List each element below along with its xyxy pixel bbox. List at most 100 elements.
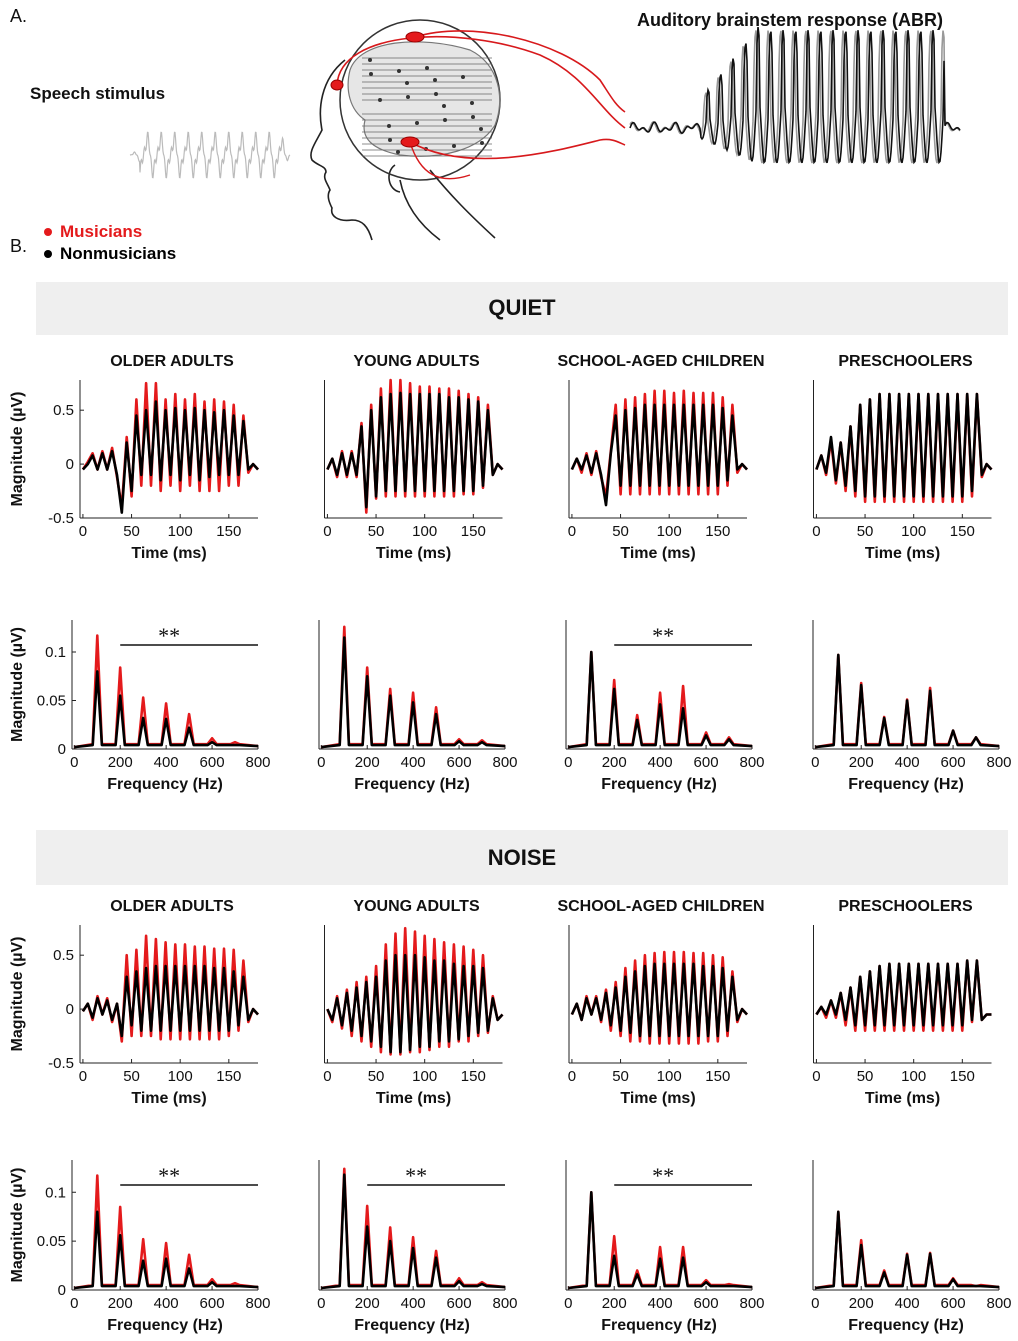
series-line bbox=[321, 1173, 506, 1290]
series-line bbox=[326, 926, 504, 1056]
chart-panel: PRESCHOOLERS 0 50 100 150 Time (ms) bbox=[812, 898, 992, 1107]
x-tick-label: 100 bbox=[657, 523, 682, 540]
x-tick-label: 400 bbox=[648, 754, 673, 771]
x-tick-label: 0 bbox=[317, 754, 325, 771]
series-line bbox=[326, 953, 504, 1054]
note bbox=[397, 69, 401, 73]
series-line bbox=[570, 950, 748, 1045]
x-tick-label: 150 bbox=[950, 523, 975, 540]
x-tick-label: 100 bbox=[412, 1068, 437, 1085]
stimulus-label: Speech stimulus bbox=[30, 84, 165, 103]
x-tick-label: 600 bbox=[200, 754, 225, 771]
series-line bbox=[74, 670, 259, 749]
legend-marker bbox=[44, 250, 52, 258]
chart-panel: OLDER ADULTS 0 50 100 150 -0.5 0 0.5 Time (ms) Ma… bbox=[9, 898, 259, 1107]
note bbox=[396, 150, 400, 154]
x-tick-label: 0 bbox=[70, 1295, 78, 1312]
x-axis-label: Frequency (Hz) bbox=[354, 1317, 470, 1334]
significance-label: ** bbox=[652, 1163, 674, 1188]
x-axis-label: Frequency (Hz) bbox=[107, 776, 223, 793]
x-tick-label: 150 bbox=[461, 1068, 486, 1085]
x-tick-label: 0 bbox=[812, 1068, 820, 1085]
x-axis-label: Time (ms) bbox=[376, 1090, 451, 1107]
speech-wave bbox=[129, 131, 291, 179]
x-tick-label: 600 bbox=[447, 1295, 472, 1312]
x-tick-label: 150 bbox=[216, 523, 241, 540]
y-tick-label: 0.05 bbox=[37, 693, 66, 710]
x-tick-label: 800 bbox=[986, 1295, 1011, 1312]
legend-marker bbox=[44, 228, 52, 236]
section-title: QUIET bbox=[488, 295, 556, 320]
chart-title: SCHOOL-AGED CHILDREN bbox=[557, 898, 764, 915]
x-tick-label: 800 bbox=[739, 754, 764, 771]
x-tick-label: 0 bbox=[79, 1068, 87, 1085]
x-tick-label: 600 bbox=[941, 1295, 966, 1312]
y-tick-label: 0.5 bbox=[53, 402, 74, 419]
x-tick-label: 50 bbox=[368, 523, 385, 540]
chart-panel: OLDER ADULTS 0 50 100 150 -0.5 0 0.5 Time (ms) Ma… bbox=[9, 353, 259, 562]
x-tick-label: 100 bbox=[168, 1068, 193, 1085]
x-tick-label: 600 bbox=[694, 1295, 719, 1312]
x-axis-label: Time (ms) bbox=[620, 545, 695, 562]
note bbox=[443, 118, 447, 122]
chart-panel: 0 200 400 600 800 Frequency (Hz) ** bbox=[317, 1160, 518, 1334]
x-tick-label: 50 bbox=[123, 523, 140, 540]
series-line bbox=[815, 392, 993, 498]
x-tick-label: 200 bbox=[108, 1295, 133, 1312]
chart-title: YOUNG ADULTS bbox=[353, 898, 480, 915]
panel-label: B. bbox=[10, 236, 27, 256]
chart-panel: YOUNG ADULTS 0 50 100 150 Time (ms) bbox=[323, 353, 504, 562]
series-line bbox=[81, 400, 259, 514]
x-tick-label: 200 bbox=[355, 754, 380, 771]
note bbox=[470, 101, 474, 105]
x-tick-label: 50 bbox=[857, 523, 874, 540]
x-tick-label: 150 bbox=[216, 1068, 241, 1085]
x-tick-label: 400 bbox=[401, 754, 426, 771]
x-tick-label: 800 bbox=[986, 754, 1011, 771]
x-tick-label: 200 bbox=[355, 1295, 380, 1312]
note bbox=[480, 141, 484, 145]
series-line bbox=[326, 391, 504, 509]
head-illustration bbox=[310, 59, 496, 241]
electrodes bbox=[330, 30, 626, 180]
x-tick-label: 200 bbox=[849, 1295, 874, 1312]
x-tick-label: 50 bbox=[612, 523, 629, 540]
x-tick-label: 200 bbox=[108, 754, 133, 771]
neck-back bbox=[429, 169, 496, 239]
x-axis-label: Time (ms) bbox=[376, 545, 451, 562]
note bbox=[442, 104, 446, 108]
x-tick-label: 800 bbox=[492, 1295, 517, 1312]
note bbox=[368, 58, 372, 62]
electrode bbox=[405, 31, 425, 43]
waveform-illustrations bbox=[129, 27, 961, 179]
x-tick-label: 200 bbox=[602, 1295, 627, 1312]
y-axis-label: Magnitude (µV) bbox=[9, 1168, 26, 1283]
electrode-wire bbox=[409, 138, 626, 160]
x-tick-label: 400 bbox=[401, 1295, 426, 1312]
electrode-wire bbox=[336, 35, 626, 129]
x-tick-label: 50 bbox=[368, 1068, 385, 1085]
x-axis-label: Time (ms) bbox=[865, 545, 940, 562]
series-line bbox=[815, 653, 1000, 749]
section-band bbox=[36, 282, 1008, 335]
series-line bbox=[81, 934, 259, 1043]
chart-title: YOUNG ADULTS bbox=[353, 353, 480, 370]
x-tick-label: 400 bbox=[648, 1295, 673, 1312]
note bbox=[425, 66, 429, 70]
x-axis-label: Frequency (Hz) bbox=[601, 1317, 717, 1334]
significance-label: ** bbox=[652, 623, 674, 648]
x-tick-label: 600 bbox=[447, 754, 472, 771]
x-axis-label: Frequency (Hz) bbox=[107, 1317, 223, 1334]
y-tick-label: 0 bbox=[58, 1282, 66, 1299]
x-axis-label: Frequency (Hz) bbox=[848, 1317, 964, 1334]
x-tick-label: 0 bbox=[317, 1295, 325, 1312]
chart-title: OLDER ADULTS bbox=[110, 353, 234, 370]
x-tick-label: 0 bbox=[568, 523, 576, 540]
x-axis-label: Time (ms) bbox=[131, 1090, 206, 1107]
y-tick-label: 0 bbox=[66, 456, 74, 473]
x-tick-label: 0 bbox=[564, 1295, 572, 1312]
x-tick-label: 600 bbox=[694, 754, 719, 771]
x-axis-label: Frequency (Hz) bbox=[354, 776, 470, 793]
x-tick-label: 200 bbox=[849, 754, 874, 771]
x-axis-label: Time (ms) bbox=[131, 545, 206, 562]
